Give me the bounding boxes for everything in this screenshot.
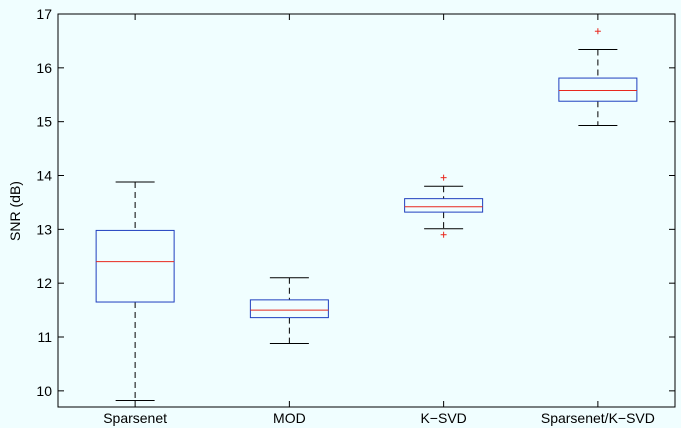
- x-tick-label: Sparsenet: [103, 410, 167, 426]
- y-tick-label: 16: [36, 60, 52, 76]
- box-iqr: [558, 77, 638, 102]
- y-tick-label: 11: [37, 329, 52, 345]
- box-group: [95, 181, 175, 402]
- x-tick-label: K−SVD: [420, 410, 466, 426]
- x-tick-label: MOD: [273, 410, 306, 426]
- box-iqr: [95, 229, 175, 303]
- y-tick-label: 13: [36, 221, 52, 237]
- box-group: [249, 277, 329, 344]
- x-axis: Sparsenet MOD K−SVD Sparsenet/K−SVD: [103, 14, 655, 426]
- box-iqr: [249, 299, 329, 319]
- box-iqr: [404, 198, 484, 213]
- x-tick-label: Sparsenet/K−SVD: [541, 410, 655, 426]
- plot-area: [57, 13, 676, 408]
- y-tick-label: 17: [36, 6, 52, 22]
- y-tick-label: 15: [36, 114, 52, 130]
- box-group: [558, 28, 638, 126]
- box-group: [404, 174, 484, 238]
- y-axis-label: SNR (dB): [7, 181, 23, 241]
- y-tick-label: 12: [36, 275, 52, 291]
- y-tick-label: 14: [36, 168, 52, 184]
- y-axis: 10 11 12 13 14 15 16 17: [36, 6, 675, 399]
- y-tick-label: 10: [36, 383, 52, 399]
- boxes: [95, 28, 638, 402]
